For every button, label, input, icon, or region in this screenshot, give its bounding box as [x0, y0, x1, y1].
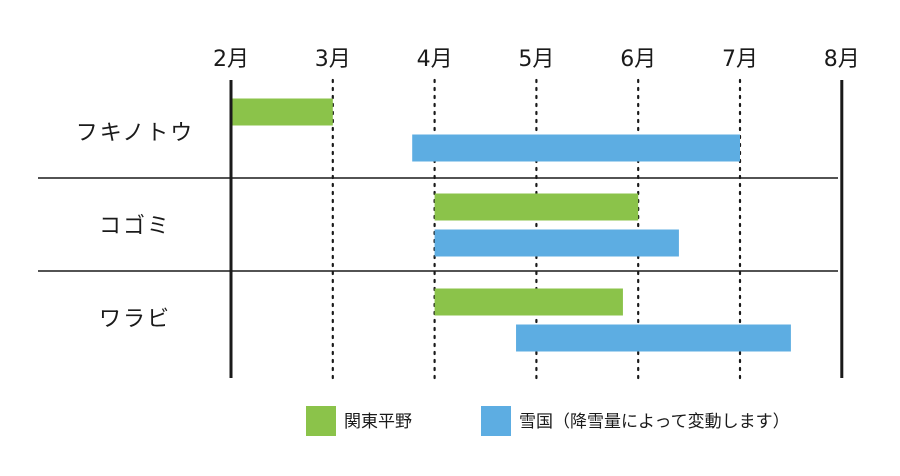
range-bar [434, 229, 679, 257]
category-label: ワラビ [99, 307, 171, 332]
legend-swatch [481, 406, 511, 436]
legend-swatch [306, 406, 336, 436]
x-tick-label: 4月 [417, 47, 453, 72]
range-bar [434, 193, 639, 221]
bars [231, 98, 791, 352]
legend-label: 雪国（降雪量によって変動します） [519, 412, 790, 432]
x-tick-label: 5月 [518, 47, 554, 72]
category-label: フキノトウ [76, 121, 194, 146]
range-bar [516, 324, 791, 352]
range-bar [231, 98, 333, 126]
x-tick-label: 8月 [824, 47, 860, 72]
range-bar [412, 134, 740, 162]
x-tick-label: 2月 [213, 47, 249, 72]
x-tick-label: 7月 [722, 47, 758, 72]
category-separators [38, 177, 838, 272]
legend: 関東平野 雪国（降雪量によって変動します） [306, 406, 790, 436]
range-bar [434, 288, 623, 316]
x-tick-labels: 2月 3月 4月 5月 6月 7月 8月 [213, 47, 860, 72]
x-tick-label: 6月 [620, 47, 656, 72]
legend-label: 関東平野 [344, 412, 412, 432]
category-label: コゴミ [99, 214, 171, 239]
x-tick-label: 3月 [315, 47, 351, 72]
axis-lines [229, 80, 844, 378]
